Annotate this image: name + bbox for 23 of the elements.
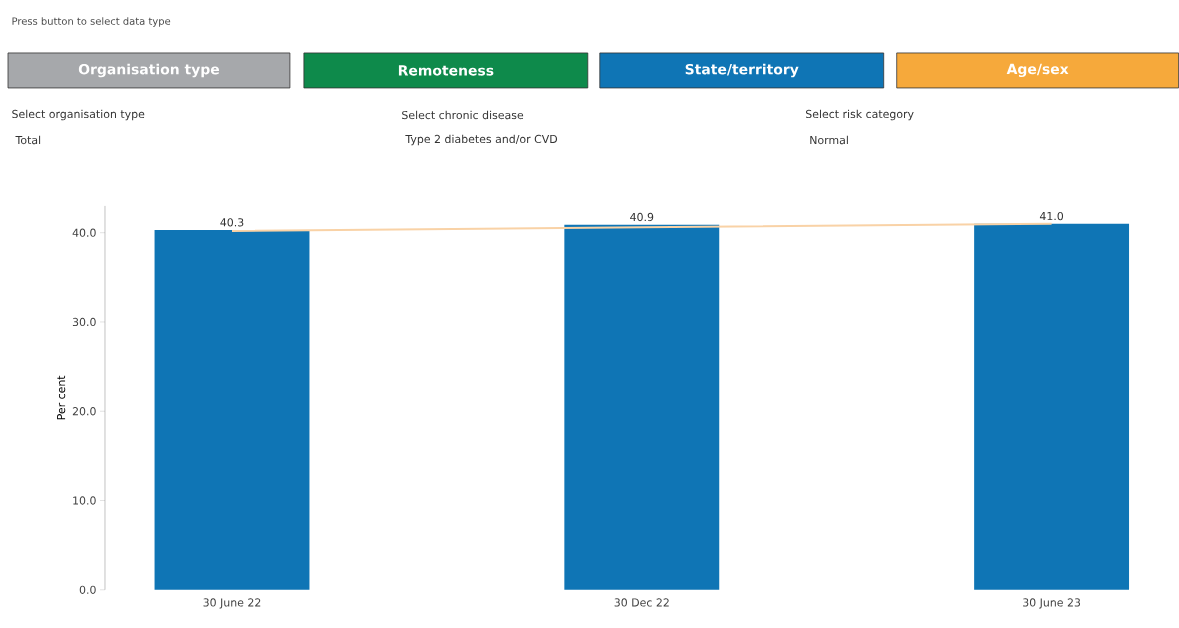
text: Remoteness bbox=[398, 65, 494, 76]
text: Normal bbox=[810, 135, 848, 145]
y-tick-label: 10.0 bbox=[73, 496, 96, 505]
text: Select chronic disease bbox=[402, 110, 524, 120]
y-tick-label: 20.0 bbox=[72, 407, 96, 416]
chart-title: Press button to select data type bbox=[12, 17, 171, 27]
text: State/territory bbox=[685, 63, 799, 78]
data-label: 40.9 bbox=[630, 212, 654, 222]
text: Total bbox=[15, 135, 41, 145]
data-label: 41.0 bbox=[1039, 212, 1064, 221]
y-tick-label: 30.0 bbox=[72, 317, 96, 327]
y-tick-label: 0.0 bbox=[79, 585, 96, 595]
y-tick-label: 40.0 bbox=[72, 228, 96, 237]
text: Select risk category bbox=[805, 109, 914, 121]
x-tick-label: 30 Dec 22 bbox=[614, 598, 669, 607]
text: Age/sex bbox=[1006, 63, 1069, 78]
x-tick-label: 30 June 23 bbox=[1023, 598, 1081, 609]
x-tick-label: 30 June 22 bbox=[203, 598, 261, 609]
text: Select organisation type bbox=[12, 109, 145, 121]
y-axis-title: Per cent bbox=[57, 375, 66, 420]
text: Organisation type bbox=[78, 63, 220, 78]
data-label: 40.3 bbox=[220, 218, 244, 227]
text: Type 2 diabetes and/or CVD bbox=[405, 134, 558, 146]
